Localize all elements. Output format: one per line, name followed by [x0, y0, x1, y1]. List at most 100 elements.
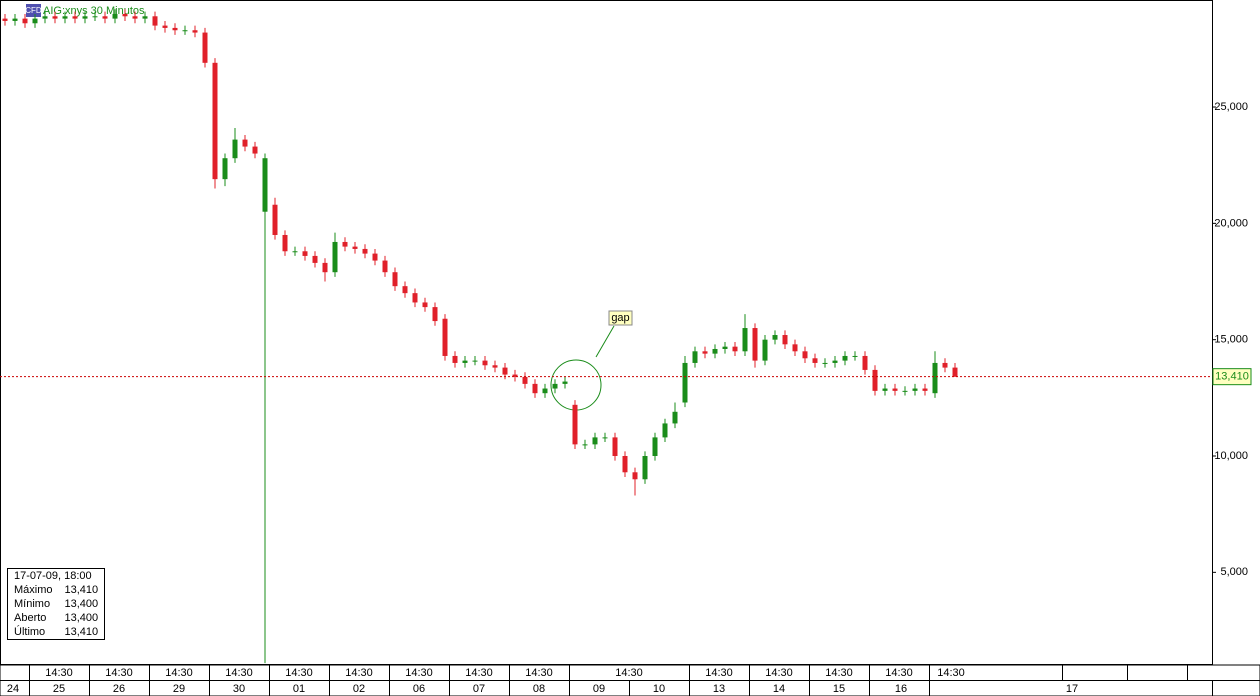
candle-body: [612, 437, 618, 457]
time-label: 14:30: [937, 667, 965, 679]
y-tick-label: 10,000: [1214, 450, 1248, 462]
candle-body: [602, 437, 608, 439]
candle-body: [792, 344, 798, 352]
candle-body: [802, 351, 808, 359]
candle-body: [62, 16, 68, 19]
last-price-box: [1212, 368, 1252, 386]
candle-body: [162, 25, 168, 28]
candle-body: [222, 158, 228, 180]
candle-body: [892, 388, 898, 391]
candle-body: [182, 30, 188, 32]
candle-body: [262, 158, 268, 212]
plot-frame: [0, 0, 1213, 665]
day-label: 02: [353, 683, 365, 695]
candle-body: [202, 32, 208, 63]
day-label: 13: [713, 683, 725, 695]
candle-body: [692, 351, 698, 363]
candle-body: [622, 456, 628, 473]
y-tick-label: 20,000: [1214, 217, 1248, 229]
candle-body: [312, 255, 318, 263]
candle-body: [672, 411, 678, 424]
candle-body: [42, 16, 48, 19]
time-label: 14:30: [225, 667, 253, 679]
candle-body: [32, 18, 38, 24]
candle-body: [462, 360, 468, 363]
day-label: 24: [7, 683, 19, 695]
candle-body: [72, 16, 78, 19]
day-label: 25: [53, 683, 65, 695]
time-label: 14:30: [345, 667, 373, 679]
info-key: Mínimo: [14, 598, 51, 610]
info-key: Máximo: [14, 584, 53, 596]
info-value: 13,410: [64, 626, 99, 638]
candle-body: [512, 374, 518, 377]
day-label: 10: [653, 683, 665, 695]
candle-body: [912, 388, 918, 391]
info-title: 17-07-09, 18:00: [14, 570, 92, 582]
info-value: 13,410: [64, 584, 99, 596]
candle-body: [652, 437, 658, 457]
candle-body: [272, 204, 278, 235]
candle-body: [682, 362, 688, 403]
candle-body: [372, 253, 378, 261]
candle-body: [752, 328, 758, 361]
info-key: Aberto: [14, 612, 47, 624]
y-tick-label: 25,000: [1214, 101, 1248, 113]
candle-body: [12, 18, 18, 21]
candle-body: [472, 360, 478, 362]
candle-body: [332, 241, 338, 273]
candle-body: [432, 307, 438, 322]
candle-body: [302, 251, 308, 256]
candle-body: [552, 383, 558, 389]
chart-title: AIG:xnys 30 Minutos: [43, 5, 145, 17]
day-label: 15: [833, 683, 845, 695]
candle-body: [112, 13, 118, 19]
time-label: 14:30: [165, 667, 193, 679]
day-label: 29: [173, 683, 185, 695]
gap-pointer: [595, 325, 615, 358]
candle-body: [702, 351, 708, 354]
time-label: 14:30: [45, 667, 73, 679]
candle-body: [152, 16, 158, 26]
candle-body: [122, 13, 128, 17]
candle-body: [882, 388, 888, 391]
day-label: 14: [773, 683, 785, 695]
candle-body: [922, 388, 928, 391]
candle-body: [2, 18, 8, 21]
candle-body: [772, 335, 778, 340]
badge-box: [26, 4, 41, 17]
time-label: 14:30: [615, 667, 643, 679]
candle-body: [712, 348, 718, 354]
candle-body: [172, 27, 178, 31]
candle-body: [492, 365, 498, 368]
candle-body: [392, 272, 398, 287]
candle-body: [22, 18, 28, 24]
candle-body: [132, 16, 138, 19]
candle-body: [252, 146, 258, 154]
annotation: gap: [611, 312, 629, 324]
info-value: 13,400: [64, 612, 99, 624]
candle-body: [502, 367, 508, 375]
candle-body: [812, 358, 818, 363]
time-label: 14:30: [405, 667, 433, 679]
candle-body: [632, 472, 638, 480]
day-label: 09: [593, 683, 605, 695]
day-label: 26: [113, 683, 125, 695]
candle-body: [92, 16, 98, 18]
candle-body: [822, 362, 828, 364]
candle-body: [832, 360, 838, 363]
day-label: 17: [1066, 683, 1078, 695]
candle-body: [562, 381, 568, 384]
candle-body: [872, 369, 878, 391]
day-label: 01: [293, 683, 305, 695]
candle-body: [52, 16, 58, 19]
candle-body: [342, 241, 348, 247]
candle-body: [942, 362, 948, 368]
candle-body: [322, 262, 328, 273]
candle-body: [212, 62, 218, 180]
candle-body: [382, 260, 388, 273]
time-label: 14:30: [465, 667, 493, 679]
y-tick-label: 15,000: [1214, 334, 1248, 346]
time-label: 14:30: [825, 667, 853, 679]
